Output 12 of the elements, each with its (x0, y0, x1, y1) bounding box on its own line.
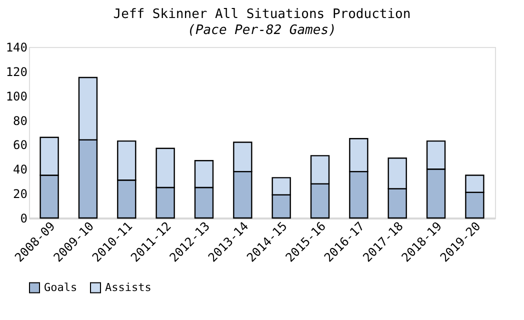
chart-title: Jeff Skinner All Situations Production (113, 7, 411, 22)
y-tick-label: 60 (13, 138, 28, 152)
y-tick-label: 20 (13, 187, 28, 202)
legend-label: Assists (105, 280, 152, 294)
y-tick-label: 120 (6, 64, 28, 79)
y-tick-label: 0 (20, 212, 28, 226)
y-tick-label: 140 (6, 40, 28, 54)
y-tick-label: 80 (13, 114, 28, 128)
chart-subtitle: (Pace Per-82 Games) (188, 23, 336, 38)
y-tick-label: 100 (6, 89, 28, 104)
legend-label: Goals (44, 280, 78, 294)
y-tick-label: 40 (13, 162, 28, 177)
